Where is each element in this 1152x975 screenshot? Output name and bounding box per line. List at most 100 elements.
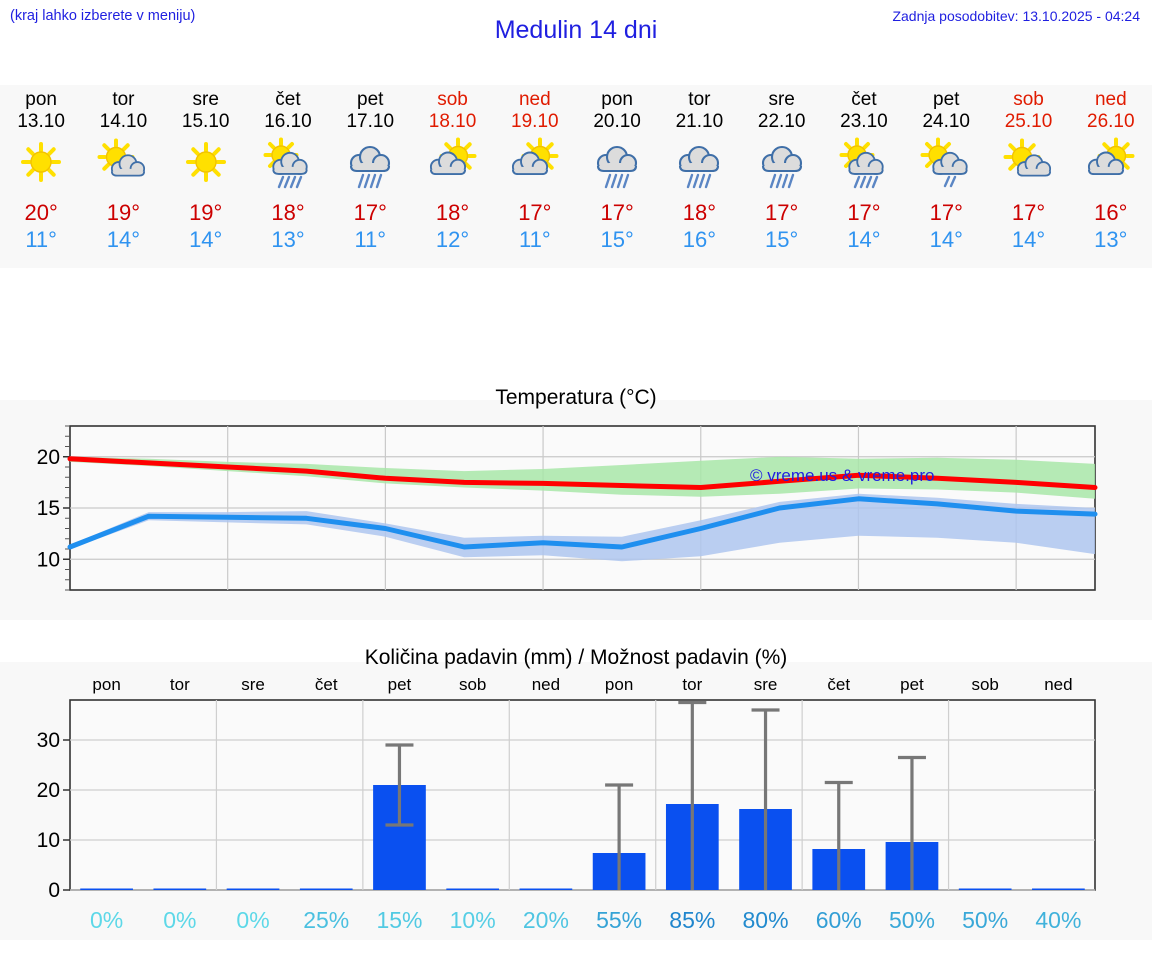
temp-max: 17°	[929, 200, 963, 225]
svg-text:pet: pet	[388, 675, 412, 694]
day-column[interactable]: ned 19.10 17° 11°	[494, 85, 576, 268]
cloud-rain-icon	[588, 135, 646, 193]
temp-min: 14°	[106, 227, 141, 252]
panel-top-spacer-2	[0, 640, 1152, 662]
day-name: sob	[1013, 89, 1044, 110]
svg-text:pet: pet	[900, 675, 924, 694]
temp-max: 18°	[435, 200, 470, 225]
temp-min: 13°	[271, 227, 305, 252]
svg-text:čet: čet	[315, 675, 338, 694]
day-column[interactable]: pet 24.10 17° 14°	[905, 85, 987, 268]
sun-cloud-icon	[1000, 135, 1058, 193]
temp-min: 11°	[519, 227, 551, 252]
temp-max: 17°	[847, 200, 881, 225]
svg-text:80%: 80%	[743, 907, 789, 933]
svg-text:0%: 0%	[90, 907, 123, 933]
day-name: pet	[933, 89, 960, 110]
svg-text:50%: 50%	[962, 907, 1008, 933]
copyright-text: © vreme.us & vreme.pro	[750, 466, 935, 485]
svg-text:pon: pon	[605, 675, 633, 694]
day-name: sre	[768, 89, 795, 110]
day-date: 22.10	[757, 111, 806, 132]
svg-text:ned: ned	[1044, 675, 1072, 694]
day-date: 26.10	[1087, 111, 1135, 132]
temp-min: 16°	[682, 227, 717, 252]
svg-text:20: 20	[37, 446, 60, 469]
sun-icon	[177, 135, 235, 193]
sun-icon	[12, 135, 70, 193]
temp-max: 19°	[189, 200, 223, 225]
day-date: 24.10	[922, 111, 970, 132]
day-column[interactable]: tor 14.10 19° 14°	[82, 85, 164, 268]
day-name: čet	[851, 89, 877, 110]
menu-hint: (kraj lahko izberete v meniju)	[10, 8, 196, 24]
temp-max: 16°	[1094, 200, 1128, 225]
svg-text:čet: čet	[827, 675, 850, 694]
page-title: Medulin 14 dni	[494, 16, 658, 44]
day-date: 18.10	[428, 111, 477, 132]
temperature-chart-panel: Temperatura (°C) 10 15 20	[0, 378, 1152, 620]
day-column[interactable]: pet 17.10 17° 11°	[329, 85, 411, 268]
day-name: čet	[275, 89, 301, 110]
cloud-rain-icon	[341, 135, 399, 193]
day-column[interactable]: ned 26.10 16° 13°	[1070, 85, 1152, 268]
day-column[interactable]: pon 13.10 20° 11°	[0, 85, 82, 268]
day-date: 21.10	[675, 111, 724, 132]
day-date: 17.10	[346, 111, 395, 132]
svg-text:pon: pon	[92, 675, 120, 694]
temp-min: 15°	[765, 227, 799, 252]
svg-text:15: 15	[37, 497, 60, 520]
svg-text:ned: ned	[532, 675, 560, 694]
day-name: sre	[192, 89, 219, 110]
cloud-rain-icon	[670, 135, 728, 193]
temp-max: 17°	[353, 200, 387, 225]
day-name: ned	[518, 89, 551, 110]
temp-max: 17°	[600, 200, 634, 225]
temp-max: 17°	[518, 200, 552, 225]
day-date: 20.10	[593, 111, 641, 132]
page-header: (kraj lahko izberete v meniju) Medulin 1…	[0, 0, 1152, 60]
temperature-chart-title: Temperatura (°C)	[495, 386, 657, 409]
day-column[interactable]: sob 25.10 17° 14°	[987, 85, 1069, 268]
day-date: 19.10	[511, 111, 559, 132]
day-date: 25.10	[1004, 111, 1053, 132]
svg-text:0%: 0%	[236, 907, 269, 933]
svg-text:sob: sob	[459, 675, 486, 694]
temp-max: 18°	[682, 200, 717, 225]
temp-max: 20°	[24, 200, 58, 225]
sun-cloud-rain-light-icon	[917, 135, 975, 193]
cloud-rain-icon	[753, 135, 811, 193]
day-column[interactable]: čet 16.10 18° 13°	[247, 85, 329, 268]
day-column[interactable]: tor 21.10 18° 16°	[658, 85, 740, 268]
day-column[interactable]: sre 22.10 17° 15°	[741, 85, 823, 268]
svg-text:tor: tor	[682, 675, 702, 694]
svg-text:85%: 85%	[669, 907, 715, 933]
cloud-sun-icon	[424, 135, 482, 193]
cloud-sun-icon	[506, 135, 564, 193]
day-column[interactable]: sob 18.10 18° 12°	[411, 85, 493, 268]
temperature-chart-svg: 10 15 20	[37, 425, 1098, 591]
svg-text:25%: 25%	[303, 907, 349, 933]
svg-text:20: 20	[37, 779, 60, 802]
temp-min: 13°	[1094, 227, 1128, 252]
precipitation-chart-panel: Količina padavin (mm) / Možnost padavin …	[0, 640, 1152, 940]
svg-text:sre: sre	[754, 675, 778, 694]
temp-min: 14°	[189, 227, 223, 252]
day-date: 16.10	[264, 111, 312, 132]
svg-text:sob: sob	[971, 675, 998, 694]
svg-text:0%: 0%	[163, 907, 196, 933]
cloud-sun-icon	[1082, 135, 1140, 193]
day-column[interactable]: pon 20.10 17° 15°	[576, 85, 658, 268]
svg-text:10%: 10%	[450, 907, 496, 933]
svg-text:50%: 50%	[889, 907, 935, 933]
temp-max: 18°	[271, 200, 305, 225]
svg-text:10: 10	[37, 548, 60, 571]
day-name: pet	[357, 89, 384, 110]
day-column[interactable]: sre 15.10 19° 14°	[165, 85, 247, 268]
svg-text:20%: 20%	[523, 907, 569, 933]
day-name: pon	[601, 89, 633, 110]
day-column[interactable]: čet 23.10 17° 14°	[823, 85, 905, 268]
temp-max: 17°	[1011, 200, 1046, 225]
day-name: tor	[688, 89, 711, 110]
day-name: pon	[25, 89, 57, 110]
